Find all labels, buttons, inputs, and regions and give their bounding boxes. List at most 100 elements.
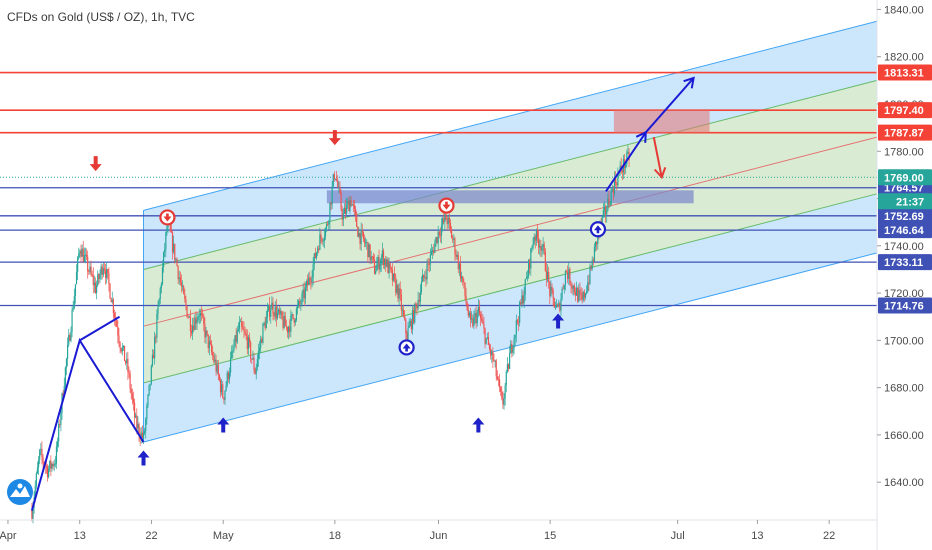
candle-body-347 [418, 299, 420, 302]
candle-body-105 [148, 384, 150, 396]
candle-body-302 [368, 244, 370, 258]
candle-body-219 [275, 306, 277, 319]
candle-body-159 [208, 341, 210, 349]
candle-body-505 [594, 241, 597, 247]
candle-body-241 [300, 303, 302, 305]
candle-body-21 [54, 463, 56, 465]
candle-body-57 [94, 282, 97, 293]
marker-arrow [137, 450, 150, 466]
x-tick-label-0: Apr [0, 530, 17, 542]
candle-body-464 [549, 282, 551, 297]
zones[interactable] [326, 110, 710, 204]
candle-body-283 [347, 201, 349, 205]
candle-body-90 [131, 393, 133, 399]
candle-body-119 [164, 249, 166, 252]
price-badge-1733.11-label: 1733.11 [884, 257, 923, 269]
candle-body-291 [356, 214, 358, 227]
candle-body-369 [443, 218, 445, 223]
candle-body-45 [81, 248, 83, 257]
candle-body-206 [261, 338, 263, 343]
candle-body-267 [329, 202, 331, 222]
countdown-badge: 21:37 [878, 193, 932, 210]
y-tick-label-4: 1720.00 [884, 288, 924, 300]
candle-body-303 [369, 244, 371, 261]
candle-body-412 [491, 351, 493, 356]
candle-body-125 [170, 231, 173, 233]
candle-body-299 [365, 242, 367, 244]
candle-body-96 [138, 424, 140, 436]
candle-body-525 [617, 173, 619, 186]
candle-body-363 [436, 237, 438, 243]
candle-body-115 [159, 288, 161, 300]
candle-body-368 [442, 218, 444, 226]
candle-body-23 [56, 441, 59, 447]
candle-body-448 [531, 247, 533, 249]
candle-body-381 [456, 254, 458, 257]
candle-body-234 [292, 314, 294, 319]
candle-body-7 [39, 449, 41, 460]
candle-body-109 [152, 354, 155, 359]
countdown-bg [878, 193, 932, 210]
candle-body-50 [87, 256, 89, 272]
candle-body-409 [487, 337, 490, 345]
candle-body-384 [459, 263, 462, 279]
candle-body-210 [265, 317, 267, 329]
candle-body-264 [325, 224, 328, 229]
candle-body-200 [254, 369, 256, 375]
candle-body-193 [246, 336, 248, 349]
candle-body-195 [248, 337, 251, 343]
candle-body-99 [141, 432, 143, 439]
candle-body-375 [449, 222, 452, 229]
candle-body-169 [219, 380, 222, 393]
marker-glyph [163, 213, 172, 222]
candle-body-63 [101, 266, 103, 275]
candle-body-431 [512, 348, 514, 353]
candle-body-439 [521, 295, 523, 305]
channel-upper-line [143, 20, 878, 211]
candle-body-387 [463, 282, 465, 283]
candle-body-15 [48, 469, 50, 478]
candle-body-336 [406, 333, 408, 340]
candle-body-93 [135, 415, 137, 418]
candle-body-317 [385, 259, 387, 267]
countdown-label: 21:37 [896, 196, 924, 208]
candle-body-418 [497, 379, 500, 381]
candle-body-305 [371, 256, 373, 257]
candle-body-463 [548, 271, 550, 283]
price-badge-1752.69: 1752.69 [878, 207, 932, 224]
candle-body-13 [45, 466, 48, 468]
time-axis[interactable]: Apr 13 22 May 18 Jun 15 Jul 13 22 [0, 520, 835, 542]
tradingview-logo-icon[interactable] [7, 479, 33, 505]
candle-body-154 [203, 316, 205, 325]
candle-body-81 [121, 347, 123, 352]
candle-body-199 [253, 357, 255, 370]
trend-drawings[interactable] [30, 76, 695, 511]
candle-body-30 [64, 367, 66, 386]
candle-body-112 [156, 313, 158, 338]
candle-body-472 [558, 303, 560, 307]
candle-body-46 [82, 248, 84, 262]
candle-body-62 [100, 266, 102, 274]
candle-body-315 [382, 250, 385, 265]
candle-body-327 [396, 284, 398, 293]
candle-body-227 [284, 316, 286, 327]
candle-body-403 [481, 318, 483, 321]
candle-body-313 [380, 257, 382, 264]
candle-body-307 [373, 259, 376, 274]
candle-body-284 [348, 201, 350, 212]
candle-body-504 [593, 246, 596, 262]
candle-body-104 [147, 395, 149, 406]
candle-body-519 [610, 189, 612, 206]
candle-body-110 [154, 336, 156, 359]
candle-body-162 [212, 352, 214, 356]
candle-body-465 [550, 286, 552, 297]
candle-body-481 [568, 268, 570, 279]
candle-body-82 [122, 345, 125, 348]
candle-body-406 [484, 328, 486, 344]
candle-body-59 [97, 274, 99, 286]
candle-body-306 [372, 256, 375, 260]
candle-body-364 [437, 231, 439, 243]
candle-body-310 [377, 257, 379, 265]
price-badge-1733.11-bg [878, 254, 932, 271]
